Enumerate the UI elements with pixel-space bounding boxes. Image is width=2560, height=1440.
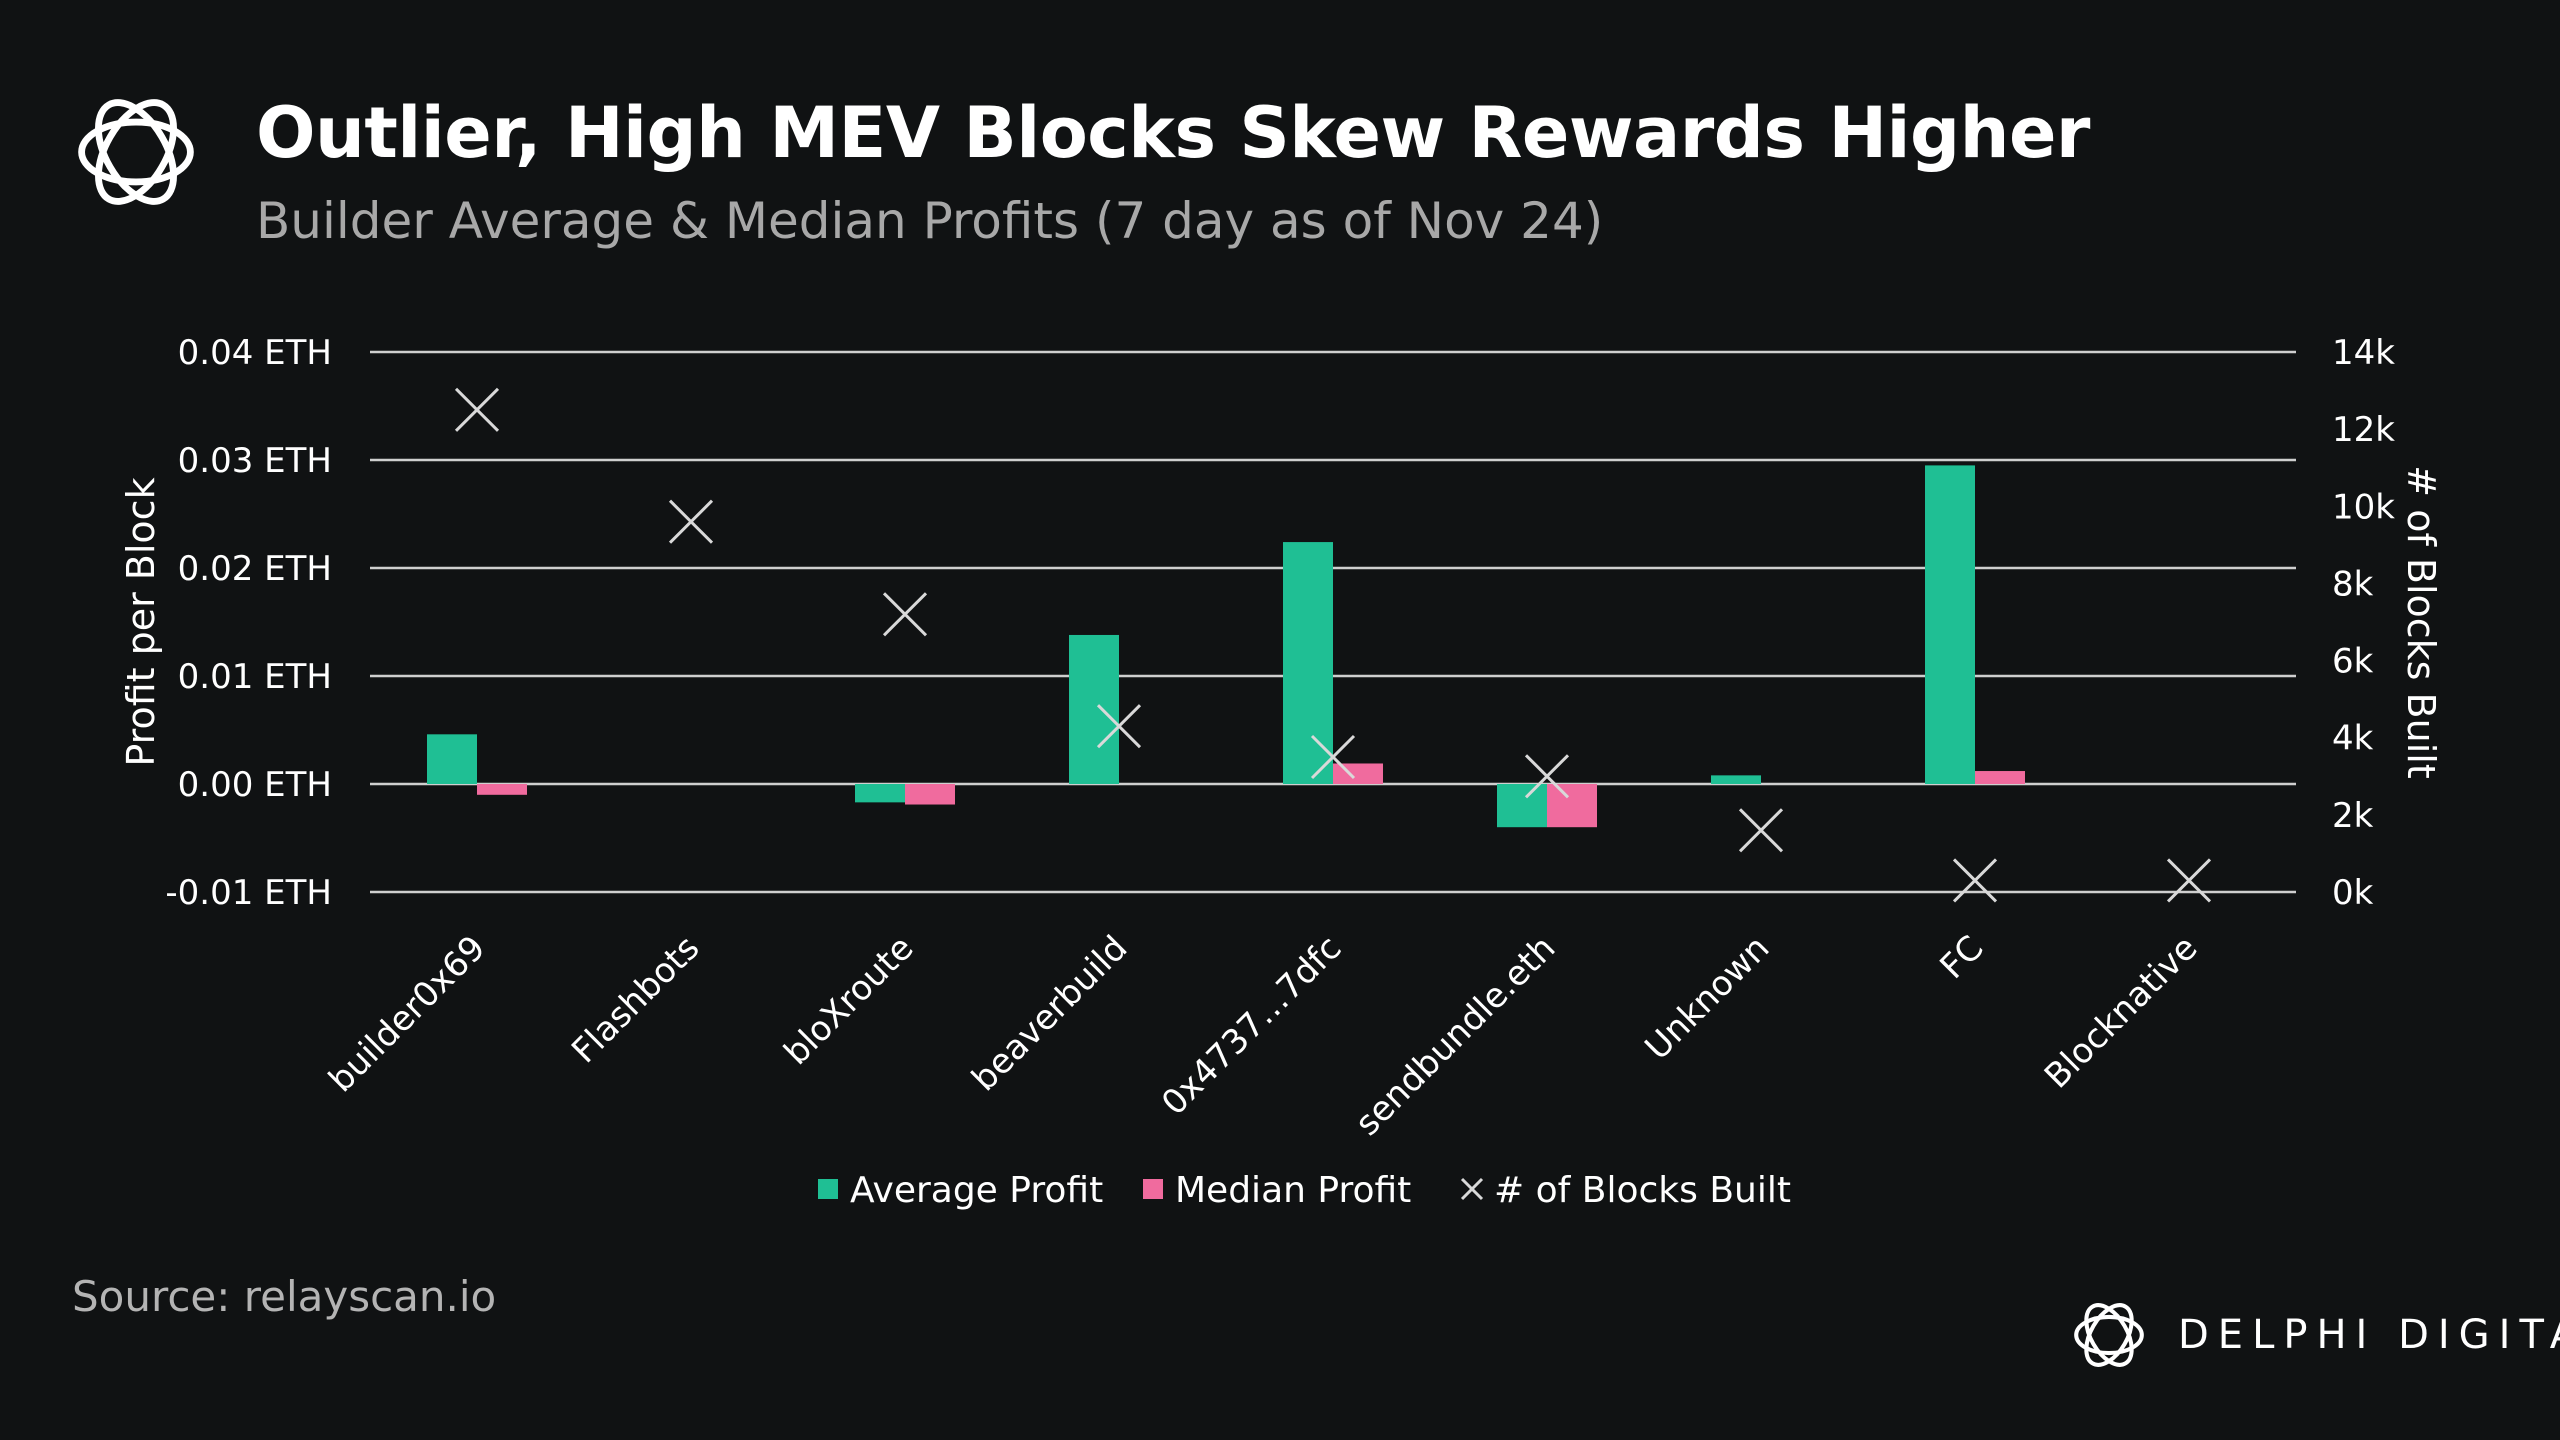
bar-average-profit [1069,634,1119,784]
bar-average-profit [1711,775,1761,784]
left-axis-tick-label: 0.00 ETH [178,765,332,805]
category-label: beaverbuild [964,928,1135,1099]
brand-name: DELPHI DIGITAL [2178,1312,2560,1358]
brand-footer: DELPHI DIGITAL [2068,1292,2560,1378]
bar-average-profit [855,784,905,803]
delphi-brand-icon [2074,1303,2144,1367]
category-label: sendbundle.eth [1348,928,1564,1144]
legend-label-blocks: # of Blocks Built [1494,1170,1791,1211]
marker-blocks-built [1310,734,1356,780]
left-axis-tick-label: -0.01 ETH [165,873,332,913]
marker-blocks-built [454,387,500,432]
right-axis-tick-label: 12k [2332,410,2395,450]
bar-average-profit [427,734,477,784]
category-label: 0x4737…7dfc [1154,928,1349,1123]
category-label: bloXroute [776,928,921,1073]
left-axis-tick-label: 0.02 ETH [178,549,332,589]
category-label: Flashbots [564,928,707,1071]
legend-label-median: Median Profit [1175,1170,1411,1211]
left-axis-label: Profit per Block [119,477,163,766]
left-axis-tick-label: 0.04 ETH [178,333,332,373]
right-axis-tick-label: 10k [2332,487,2395,527]
marker-blocks-built [1952,858,1998,903]
marker-blocks-built [1738,808,1784,853]
right-axis-tick-label: 0k [2332,873,2374,913]
bar-average-profit [1283,542,1333,784]
bar-average-profit [1925,465,1975,784]
left-axis-tick-label: 0.01 ETH [178,657,332,697]
source-note: Source: relayscan.io [72,1272,497,1321]
bar-median-profit [1975,771,2025,784]
marker-blocks-built [2166,858,2212,903]
legend-swatch-average [818,1179,838,1199]
chart-title: Outlier, High MEV Blocks Skew Rewards Hi… [256,92,2090,174]
right-axis-tick-label: 8k [2332,564,2374,604]
chart-subtitle: Builder Average & Median Profits (7 day … [256,192,1604,250]
right-axis-tick-label: 4k [2332,719,2374,759]
bar-median-profit [905,784,955,805]
bar-median-profit [1547,784,1597,828]
marker-blocks-built [668,499,714,544]
delphi-logo-icon [78,99,194,205]
right-axis-label: # of Blocks Built [2399,465,2443,778]
category-label: FC [1932,928,1991,987]
right-axis-tick-label: 6k [2332,642,2374,682]
category-label: Unknown [1637,928,1777,1068]
bar-average-profit [1497,784,1547,828]
legend-swatch-median [1143,1179,1163,1199]
marker-blocks-built [882,592,928,637]
marker-blocks-built [1096,704,1142,749]
bar-median-profit [477,784,527,795]
legend-label-average: Average Profit [850,1170,1103,1211]
right-axis-tick-label: 2k [2332,796,2374,836]
category-label: builder0x69 [321,928,493,1100]
category-label: Blocknative [2037,928,2205,1096]
marker-blocks-built [1524,754,1570,799]
left-axis-tick-label: 0.03 ETH [178,441,332,481]
legend-swatch-blocks [1460,1177,1484,1201]
right-axis-tick-label: 14k [2332,333,2395,373]
